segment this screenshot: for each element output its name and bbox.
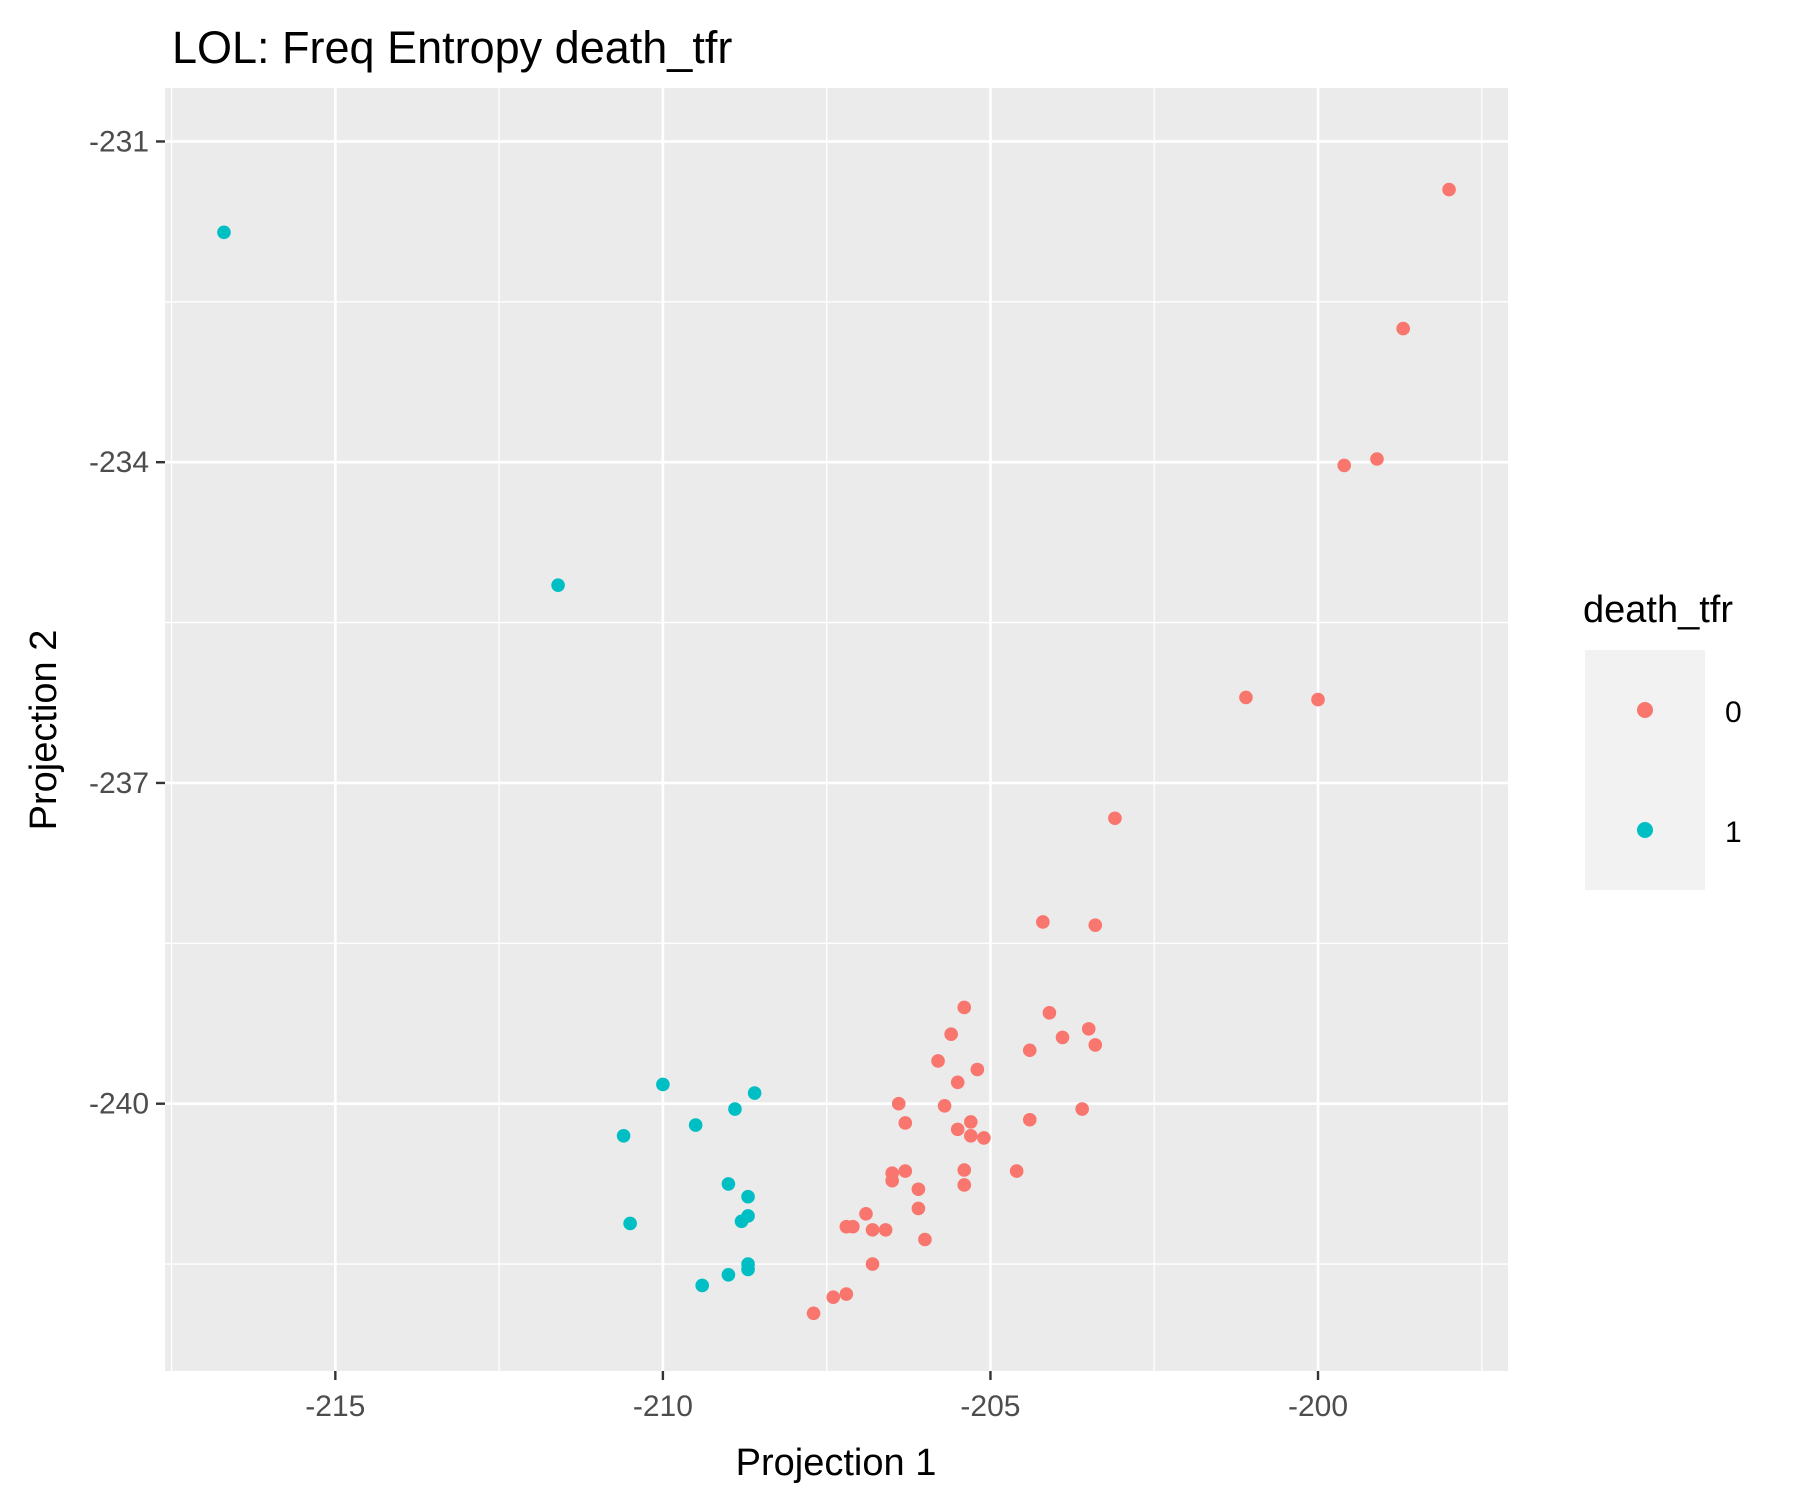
point-series0-6	[1108, 811, 1122, 826]
point-series0-10	[1042, 1006, 1057, 1020]
point-series0-13	[1055, 1030, 1070, 1045]
point-series0-7	[1036, 915, 1050, 929]
y-tick-label-3: -240	[89, 1088, 149, 1121]
point-series1-15	[695, 1278, 709, 1293]
point-series0-21	[1075, 1102, 1089, 1116]
point-series0-8	[1088, 918, 1103, 932]
point-series1-8	[741, 1189, 755, 1204]
point-series0-29	[957, 1163, 972, 1177]
point-series0-44	[826, 1290, 841, 1305]
y-tick-label-2: -237	[89, 767, 149, 800]
y-tick-label-0: -231	[89, 125, 149, 158]
point-series0-36	[859, 1207, 873, 1221]
point-series0-30	[898, 1164, 913, 1178]
point-series1-11	[623, 1216, 637, 1231]
y-tick-label-1: -234	[89, 446, 149, 479]
point-series1-14	[721, 1267, 736, 1282]
point-series0-35	[911, 1201, 926, 1216]
point-series1-6	[616, 1128, 631, 1143]
axes: -215 -210 -205 -200 -231 -234 -237 -240	[89, 125, 1348, 1423]
legend-marker-1	[1637, 822, 1653, 838]
point-series0-16	[931, 1054, 945, 1068]
legend-key-background	[1585, 650, 1705, 890]
x-tick-label-3: -200	[1288, 1390, 1348, 1423]
point-series0-39	[865, 1223, 880, 1237]
point-series0-3	[1370, 452, 1384, 466]
point-series1-3	[747, 1086, 762, 1100]
legend-marker-0	[1637, 702, 1653, 718]
x-axis-title: Projection 1	[736, 1442, 937, 1484]
point-series1-7	[721, 1177, 736, 1191]
point-series0-2	[1337, 458, 1352, 473]
point-series1-2	[656, 1077, 670, 1092]
legend: death_tfr 0 1	[1583, 589, 1742, 890]
point-series0-18	[950, 1075, 965, 1090]
data-points	[217, 182, 1456, 1321]
point-series1-0	[217, 225, 231, 240]
point-series0-27	[977, 1131, 991, 1145]
point-series0-25	[950, 1122, 965, 1137]
point-series0-26	[964, 1128, 978, 1143]
point-series0-41	[918, 1232, 932, 1247]
point-series0-1	[1396, 321, 1410, 336]
x-tick-label-2: -205	[960, 1390, 1020, 1423]
point-series0-43	[839, 1287, 854, 1301]
point-series0-15	[1088, 1038, 1103, 1052]
point-series0-19	[891, 1096, 906, 1111]
point-series0-5	[1311, 692, 1325, 707]
point-series0-14	[1022, 1043, 1037, 1058]
point-series0-28	[1009, 1164, 1024, 1178]
point-series1-1	[551, 578, 565, 592]
legend-title: death_tfr	[1583, 589, 1733, 631]
point-series1-5	[688, 1118, 703, 1132]
x-tick-label-1: -210	[633, 1390, 693, 1423]
point-series0-12	[944, 1027, 958, 1042]
point-series0-24	[964, 1115, 978, 1129]
point-series0-38	[846, 1219, 860, 1234]
point-series0-33	[957, 1178, 972, 1192]
point-series0-0	[1442, 182, 1456, 197]
point-series0-45	[806, 1306, 821, 1321]
point-series1-13	[741, 1262, 755, 1277]
point-series0-34	[911, 1182, 926, 1197]
point-series0-40	[878, 1223, 893, 1237]
chart-title: LOL: Freq Entropy death_tfr	[172, 22, 732, 73]
point-series0-22	[1022, 1112, 1037, 1127]
point-series0-32	[885, 1173, 899, 1188]
point-series0-42	[865, 1257, 880, 1271]
point-series0-9	[957, 1000, 972, 1015]
grid-minor	[165, 88, 1508, 1371]
y-axis-title: Projection 2	[23, 630, 65, 831]
point-series0-17	[970, 1062, 985, 1077]
point-series0-20	[937, 1099, 952, 1113]
point-series1-10	[734, 1214, 749, 1229]
point-series1-4	[728, 1102, 742, 1116]
point-series0-4	[1239, 690, 1253, 705]
x-tick-label-0: -215	[305, 1390, 365, 1423]
grid-major	[165, 88, 1508, 1371]
legend-label-0: 0	[1725, 696, 1742, 729]
point-series0-23	[898, 1116, 913, 1130]
point-series0-11	[1081, 1022, 1096, 1036]
plot-panel	[165, 88, 1508, 1371]
legend-label-1: 1	[1725, 816, 1742, 849]
